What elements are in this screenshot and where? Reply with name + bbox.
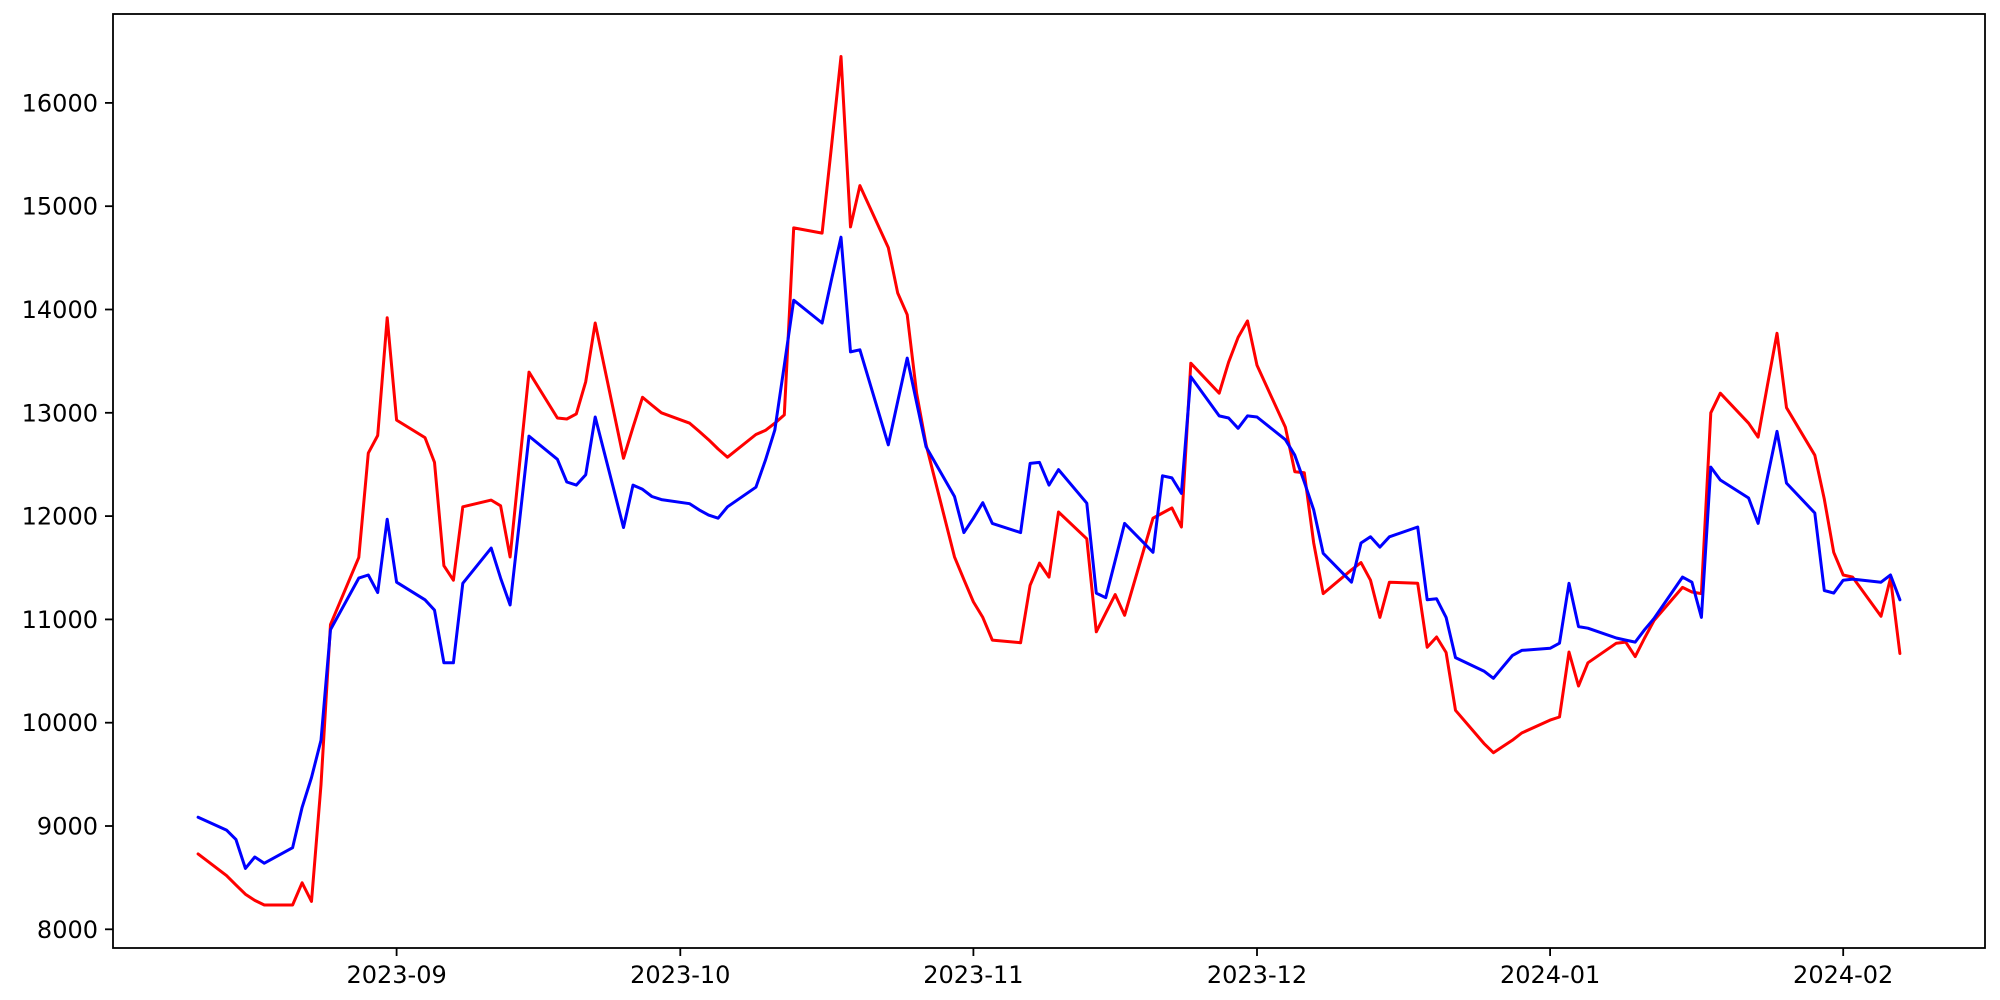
y-axis-tick-label: 13000 bbox=[22, 399, 98, 427]
y-axis-tick-label: 11000 bbox=[22, 606, 98, 634]
y-axis-tick-label: 15000 bbox=[22, 193, 98, 221]
axes-frame bbox=[112, 13, 1986, 949]
x-axis-tick-label: 2023-12 bbox=[1207, 961, 1307, 989]
series-red-line bbox=[196, 55, 1902, 907]
y-axis-tick-label: 16000 bbox=[22, 89, 98, 117]
x-axis-tick-label: 2024-01 bbox=[1500, 961, 1600, 989]
y-axis-tick-label: 10000 bbox=[22, 709, 98, 737]
y-axis-tick-label: 12000 bbox=[22, 503, 98, 531]
x-axis-tick-label: 2023-09 bbox=[346, 961, 446, 989]
plot-area bbox=[113, 14, 1985, 948]
y-axis-tick-label: 14000 bbox=[22, 296, 98, 324]
series-blue-line bbox=[196, 235, 1902, 870]
y-axis-tick-label: 9000 bbox=[37, 813, 98, 841]
x-axis-tick-label: 2024-02 bbox=[1793, 961, 1893, 989]
x-axis-tick-label: 2023-11 bbox=[923, 961, 1023, 989]
x-axis-tick-label: 2023-10 bbox=[630, 961, 730, 989]
y-axis-tick-label: 8000 bbox=[37, 916, 98, 944]
